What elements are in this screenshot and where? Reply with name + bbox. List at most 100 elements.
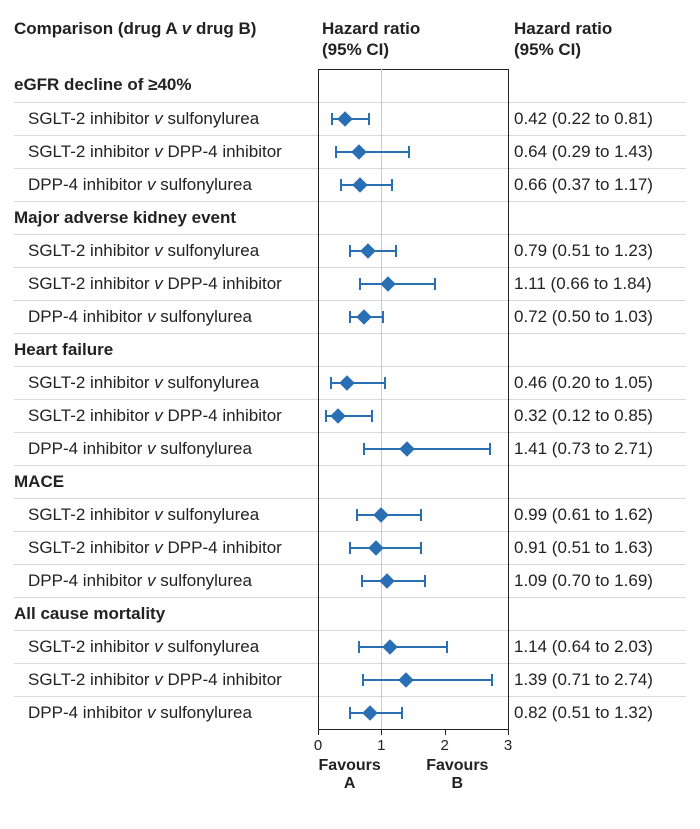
row-label: DPP-4 inhibitor v sulfonylurea: [14, 175, 318, 195]
tick-label: 2: [440, 737, 448, 754]
ci-line: [359, 646, 447, 648]
row-plot: [318, 498, 508, 531]
row-plot: [318, 564, 508, 597]
row-label: SGLT-2 inhibitor v sulfonylurea: [14, 241, 318, 261]
row-plot: [318, 102, 508, 135]
row-value: 0.46 (0.20 to 1.05): [508, 373, 676, 393]
group-title: eGFR decline of ≥40%: [14, 75, 318, 95]
ci-line: [350, 547, 421, 549]
row-plot: [318, 366, 508, 399]
group-header: Heart failure: [14, 333, 686, 366]
point-marker: [330, 408, 346, 424]
row-plot: [318, 135, 508, 168]
ci-line: [363, 679, 492, 681]
header-plot: Hazard ratio(95% CI): [318, 18, 508, 61]
forest-row: SGLT-2 inhibitor v DPP-4 inhibitor 0.32 (…: [14, 399, 686, 432]
row-plot: [318, 399, 508, 432]
forest-row: DPP-4 inhibitor v sulfonylurea 0.66 (0.37…: [14, 168, 686, 201]
table-header: Comparison (drug A v drug B) Hazard rati…: [14, 18, 686, 61]
forest-row: SGLT-2 inhibitor v sulfonylurea 0.46 (0.2…: [14, 366, 686, 399]
ci-line: [336, 151, 408, 153]
row-plot: [318, 300, 508, 333]
point-marker: [352, 177, 368, 193]
forest-row: SGLT-2 inhibitor v sulfonylurea 0.42 (0.2…: [14, 102, 686, 135]
forest-row: SGLT-2 inhibitor v sulfonylurea 0.79 (0.5…: [14, 234, 686, 267]
group-title: Heart failure: [14, 340, 318, 360]
row-label: DPP-4 inhibitor v sulfonylurea: [14, 439, 318, 459]
group-title: All cause mortality: [14, 604, 318, 624]
forest-plot: Comparison (drug A v drug B) Hazard rati…: [0, 0, 700, 803]
row-value: 1.09 (0.70 to 1.69): [508, 571, 676, 591]
row-value: 0.72 (0.50 to 1.03): [508, 307, 676, 327]
row-plot: [318, 234, 508, 267]
row-value: 1.14 (0.64 to 2.03): [508, 637, 676, 657]
group-header: eGFR decline of ≥40%: [14, 69, 686, 102]
group-header: MACE: [14, 465, 686, 498]
row-label: DPP-4 inhibitor v sulfonylurea: [14, 703, 318, 723]
ci-line: [364, 448, 489, 450]
row-label: SGLT-2 inhibitor v DPP-4 inhibitor: [14, 142, 318, 162]
row-value: 0.99 (0.61 to 1.62): [508, 505, 676, 525]
forest-row: DPP-4 inhibitor v sulfonylurea 1.09 (0.70…: [14, 564, 686, 597]
row-plot: [318, 432, 508, 465]
group-header: Major adverse kidney event: [14, 201, 686, 234]
point-marker: [362, 705, 378, 721]
favours-a-label: FavoursA: [319, 757, 381, 794]
forest-row: SGLT-2 inhibitor v DPP-4 inhibitor0.91 (…: [14, 531, 686, 564]
forest-row: SGLT-2 inhibitor v DPP-4 inhibitor 0.64 (…: [14, 135, 686, 168]
favours-b-label: FavoursB: [426, 757, 488, 794]
ci-line: [360, 283, 435, 285]
row-label: SGLT-2 inhibitor v sulfonylurea: [14, 637, 318, 657]
row-value: 1.39 (0.71 to 2.74): [508, 670, 676, 690]
point-marker: [360, 243, 376, 259]
x-axis: 0123FavoursAFavoursB: [318, 729, 508, 789]
row-value: 0.42 (0.22 to 0.81): [508, 109, 676, 129]
row-plot: [318, 630, 508, 663]
point-marker: [337, 111, 353, 127]
header-comparison: Comparison (drug A v drug B): [14, 18, 318, 61]
row-label: SGLT-2 inhibitor v sulfonylurea: [14, 109, 318, 129]
group-title: Major adverse kidney event: [14, 208, 318, 228]
point-marker: [398, 672, 414, 688]
forest-row: SGLT-2 inhibitor v sulfonylurea 0.99 (0.6…: [14, 498, 686, 531]
point-marker: [400, 441, 416, 457]
forest-row: SGLT-2 inhibitor v DPP-4 inhibitor 1.11 (…: [14, 267, 686, 300]
row-value: 0.82 (0.51 to 1.32): [508, 703, 676, 723]
forest-rows: eGFR decline of ≥40% SGLT-2 inhibitor v …: [14, 69, 686, 729]
row-plot: [318, 168, 508, 201]
row-value: 1.41 (0.73 to 2.71): [508, 439, 676, 459]
row-label: DPP-4 inhibitor v sulfonylurea: [14, 571, 318, 591]
point-marker: [356, 309, 372, 325]
row-value: 0.32 (0.12 to 0.85): [508, 406, 676, 426]
forest-row: SGLT-2 inhibitor v sulfonylurea 1.14 (0.6…: [14, 630, 686, 663]
tick-label: 1: [377, 737, 385, 754]
tick-label: 0: [314, 737, 322, 754]
point-marker: [368, 540, 384, 556]
point-marker: [381, 276, 397, 292]
row-value: 0.64 (0.29 to 1.43): [508, 142, 676, 162]
row-label: SGLT-2 inhibitor v sulfonylurea: [14, 505, 318, 525]
row-value: 0.79 (0.51 to 1.23): [508, 241, 676, 261]
tick-label: 3: [504, 737, 512, 754]
forest-row: SGLT-2 inhibitor v DPP-4 inhibitor 1.39 (…: [14, 663, 686, 696]
row-value: 1.11 (0.66 to 1.84): [508, 274, 676, 294]
point-marker: [339, 375, 355, 391]
point-marker: [373, 507, 389, 523]
row-plot: [318, 696, 508, 729]
row-plot: [318, 663, 508, 696]
forest-row: DPP-4 inhibitor v sulfonylurea 0.82 (0.51…: [14, 696, 686, 729]
point-marker: [351, 144, 367, 160]
row-value: 0.91 (0.51 to 1.63): [508, 538, 676, 558]
row-plot: [318, 531, 508, 564]
row-plot: [318, 267, 508, 300]
row-label: SGLT-2 inhibitor v DPP-4 inhibitor: [14, 274, 318, 294]
row-value: 0.66 (0.37 to 1.17): [508, 175, 676, 195]
header-value: Hazard ratio(95% CI): [508, 18, 676, 61]
forest-row: DPP-4 inhibitor v sulfonylurea0.72 (0.50…: [14, 300, 686, 333]
forest-row: DPP-4 inhibitor v sulfonylurea 1.41 (0.73…: [14, 432, 686, 465]
row-label: SGLT-2 inhibitor v DPP-4 inhibitor: [14, 670, 318, 690]
row-label: SGLT-2 inhibitor v sulfonylurea: [14, 373, 318, 393]
row-label: SGLT-2 inhibitor v DPP-4 inhibitor: [14, 406, 318, 426]
point-marker: [382, 639, 398, 655]
point-marker: [379, 573, 395, 589]
